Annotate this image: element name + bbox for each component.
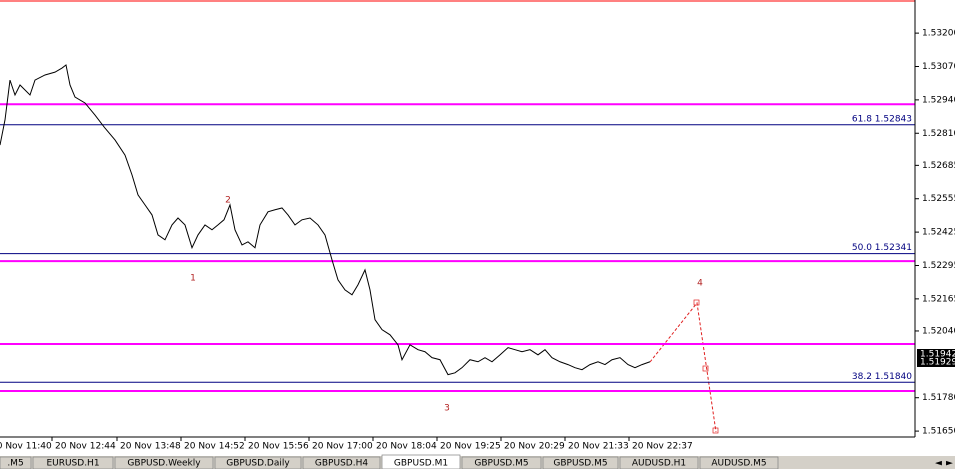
wave-label: 2	[225, 196, 231, 206]
x-tick-label: 20 Nov 19:25	[440, 442, 501, 452]
y-tick-label: 1.52685	[922, 161, 955, 171]
y-tick-label: 1.53200	[922, 29, 955, 39]
tab-label[interactable]: .M5	[7, 459, 23, 469]
tab-label[interactable]: GBPUSD.M5	[553, 459, 607, 469]
projection	[649, 301, 717, 433]
y-tick-label: 1.52295	[922, 261, 955, 271]
fib-label: 50.0 1.52341	[852, 243, 912, 253]
tab-scroll-left[interactable]: ◄	[935, 459, 942, 469]
x-tick-label: 20 Nov 15:56	[248, 442, 309, 452]
y-tick-label: 1.53070	[922, 62, 955, 72]
tab-scroll-right[interactable]: ►	[946, 459, 953, 469]
tab-label[interactable]: EURUSD.H1	[46, 459, 99, 469]
tab-label[interactable]: AUDUSD.H1	[632, 459, 686, 469]
x-tick-label: 20 Nov 14:52	[184, 442, 245, 452]
price-box	[917, 349, 955, 367]
wave-label: 1	[190, 274, 196, 284]
projection-point	[693, 299, 700, 306]
x-tick-label: 20 Nov 13:48	[120, 442, 181, 452]
price-label: 1.51942	[920, 350, 955, 360]
projection-point	[702, 365, 709, 372]
background	[0, 0, 955, 456]
tab-label[interactable]: GBPUSD.Daily	[226, 459, 290, 469]
y-tick-label: 1.52165	[922, 294, 955, 304]
price-line	[0, 64, 651, 376]
fib-label: 61.8 1.52843	[852, 114, 912, 124]
wave-label: 4	[697, 279, 703, 289]
x-tick-label: 20 Nov 22:37	[632, 442, 693, 452]
x-tick-label: 20 Nov 17:00	[312, 442, 373, 452]
y-tick-label: 1.52810	[922, 129, 955, 139]
y-tick-label: 1.52940	[922, 95, 955, 105]
x-tick-label: 20 Nov 12:44	[55, 442, 116, 452]
price-label: 1.51929	[920, 358, 955, 368]
tab-label[interactable]: GBPUSD.H4	[315, 459, 368, 469]
projection-point	[712, 427, 719, 434]
y-tick-label: 1.52425	[922, 228, 955, 238]
x-tick-label: 20 Nov 20:29	[504, 442, 565, 452]
wave-label: 3	[444, 404, 450, 414]
y-tick-label: 1.52555	[922, 194, 955, 204]
tabs: .M5 EURUSD.H1 GBPUSD.Weekly GBPUSD.Daily GBP…	[0, 454, 779, 470]
x-tick-label: 20 Nov 18:04	[376, 442, 437, 452]
y-tick-label: 1.51650	[922, 427, 955, 437]
y-tick-label: 1.52040	[922, 326, 955, 336]
y-tick-label: 1.51780	[922, 393, 955, 403]
tab-label[interactable]: AUDUSD.M5	[711, 459, 766, 469]
tab-label[interactable]: GBPUSD.M1	[394, 459, 448, 469]
tab-label[interactable]: GBPUSD.Weekly	[127, 459, 201, 469]
fib-label: 38.2 1.51840	[852, 372, 912, 382]
x-tick-label: 20 Nov 11:40	[0, 442, 52, 452]
x-tick-label: 20 Nov 21:33	[568, 442, 629, 452]
tab-label[interactable]: GBPUSD.M5	[474, 459, 528, 469]
